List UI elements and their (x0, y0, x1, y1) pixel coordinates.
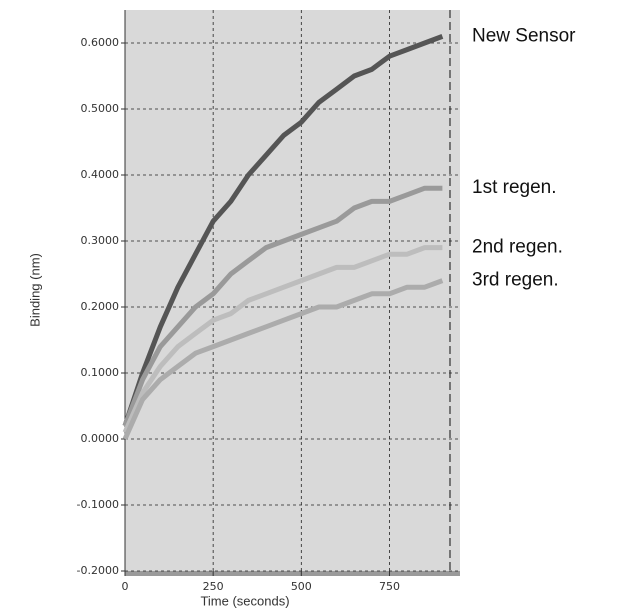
series-label: 1st regen. (472, 177, 557, 198)
series-line (122, 185, 443, 427)
y-tick-label: 0.3000 (81, 234, 120, 247)
series-label: 3rd regen. (472, 270, 559, 291)
y-tick-label: 0.0000 (81, 432, 120, 445)
x-tick-label: 250 (203, 580, 224, 593)
y-tick-label: 0.6000 (81, 36, 120, 49)
y-tick-label: 0.5000 (81, 102, 120, 115)
y-tick-label: 0.4000 (81, 168, 120, 181)
y-tick-label: -0.2000 (77, 564, 119, 577)
series-line (122, 278, 444, 441)
x-tick-label: 0 (122, 580, 129, 593)
y-tick-label: 0.2000 (81, 300, 120, 313)
series-label: 2nd regen. (472, 237, 563, 258)
y-tick-label: -0.1000 (77, 498, 119, 511)
x-tick-label: 750 (379, 580, 400, 593)
x-axis-band (125, 571, 460, 576)
y-axis-label: Binding (nm) (27, 253, 42, 327)
x-axis-label: Time (seconds) (200, 593, 289, 608)
series-line (122, 245, 443, 434)
series-label: New Sensor (472, 25, 576, 46)
x-tick-label: 500 (291, 580, 312, 593)
y-tick-label: 0.1000 (81, 366, 120, 379)
series-line (122, 34, 444, 427)
